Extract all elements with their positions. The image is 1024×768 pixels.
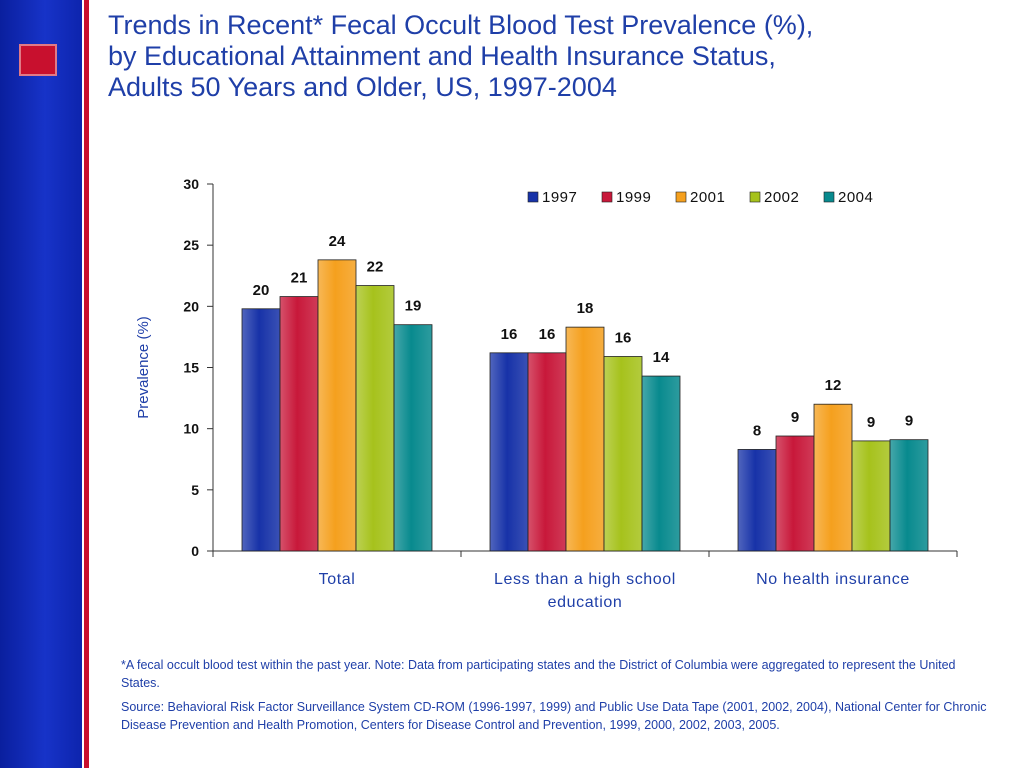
legend-label: 1999 bbox=[616, 189, 651, 206]
legend-swatch bbox=[675, 191, 687, 203]
source-note: Source: Behavioral Risk Factor Surveilla… bbox=[121, 700, 987, 732]
logo-square bbox=[19, 44, 57, 76]
x-tick-label: Total bbox=[319, 571, 356, 588]
left-sidebar-band bbox=[0, 0, 82, 768]
y-tick-label: 15 bbox=[183, 360, 199, 376]
data-label: 19 bbox=[405, 298, 422, 315]
y-tick-label: 25 bbox=[183, 237, 199, 253]
slide-title: Trends in Recent* Fecal Occult Blood Tes… bbox=[108, 10, 1008, 103]
legend-label: 2002 bbox=[764, 189, 799, 206]
bar bbox=[355, 285, 395, 552]
y-tick-label: 20 bbox=[183, 298, 199, 314]
legend-label: 2004 bbox=[838, 189, 873, 206]
legend-label: 1997 bbox=[542, 189, 577, 206]
data-label: 18 bbox=[577, 300, 594, 317]
x-tick-label: education bbox=[548, 594, 623, 611]
title-line: Adults 50 Years and Older, US, 1997-2004 bbox=[108, 72, 617, 102]
data-label: 21 bbox=[291, 270, 308, 287]
data-label: 22 bbox=[367, 259, 384, 276]
bar bbox=[565, 326, 605, 552]
data-label: 16 bbox=[615, 329, 632, 346]
bar bbox=[393, 324, 433, 552]
legend-label: 2001 bbox=[690, 189, 725, 206]
legend-swatch bbox=[749, 191, 761, 203]
y-tick-label: 5 bbox=[191, 482, 199, 498]
data-label: 8 bbox=[753, 422, 761, 439]
bar bbox=[813, 403, 853, 552]
bar bbox=[527, 352, 567, 552]
y-axis-label: Prevalence (%) bbox=[135, 316, 152, 419]
bar bbox=[737, 449, 777, 552]
sidebar-accent-line bbox=[84, 0, 89, 768]
y-tick-label: 0 bbox=[191, 543, 199, 559]
x-tick-label: No health insurance bbox=[756, 571, 910, 588]
data-label: 14 bbox=[653, 349, 670, 366]
notes: *A fecal occult blood test within the pa… bbox=[121, 656, 991, 740]
data-label: 12 bbox=[825, 377, 842, 394]
title-line: Trends in Recent* Fecal Occult Blood Tes… bbox=[108, 10, 814, 40]
bar bbox=[279, 296, 319, 552]
legend-swatch bbox=[601, 191, 613, 203]
bar bbox=[241, 308, 281, 552]
bar-chart: 0 5 10 15 20 25 30 Prevalence (%) 20 21 24 22 19 Tota… bbox=[135, 176, 958, 611]
x-tick-label: Less than a high school bbox=[494, 571, 676, 588]
data-label: 9 bbox=[867, 414, 875, 431]
bar bbox=[317, 259, 357, 552]
bar bbox=[603, 356, 643, 552]
bar bbox=[775, 435, 815, 552]
y-tick-label: 10 bbox=[183, 421, 199, 437]
data-label: 24 bbox=[329, 233, 346, 250]
data-label: 16 bbox=[501, 326, 518, 343]
bar bbox=[889, 439, 929, 552]
data-label: 9 bbox=[791, 409, 799, 426]
data-label: 20 bbox=[253, 282, 270, 299]
bar bbox=[489, 352, 529, 552]
bar bbox=[851, 440, 891, 552]
footnote: *A fecal occult blood test within the pa… bbox=[121, 658, 956, 690]
title-line: by Educational Attainment and Health Ins… bbox=[108, 41, 776, 71]
y-tick-label: 30 bbox=[183, 176, 199, 192]
bar bbox=[641, 375, 681, 552]
legend-swatch bbox=[527, 191, 539, 203]
data-label: 16 bbox=[539, 326, 556, 343]
data-label: 9 bbox=[905, 413, 913, 430]
legend-swatch bbox=[823, 191, 835, 203]
